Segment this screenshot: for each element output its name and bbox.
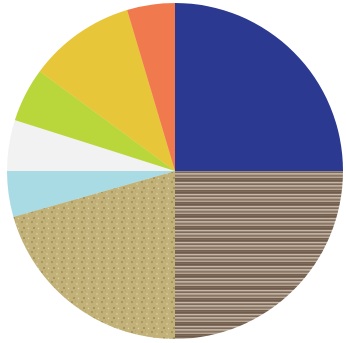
pie-slice-6 xyxy=(14,71,176,171)
pie-slice-5 xyxy=(7,120,175,171)
pie-slice-7 xyxy=(39,9,176,171)
pie-slice-4 xyxy=(6,171,175,217)
pie-slice-3 xyxy=(13,171,175,339)
pie-slice-1 xyxy=(175,3,343,171)
pie-slice-8 xyxy=(127,3,175,171)
pie-slice-2 xyxy=(175,171,343,339)
